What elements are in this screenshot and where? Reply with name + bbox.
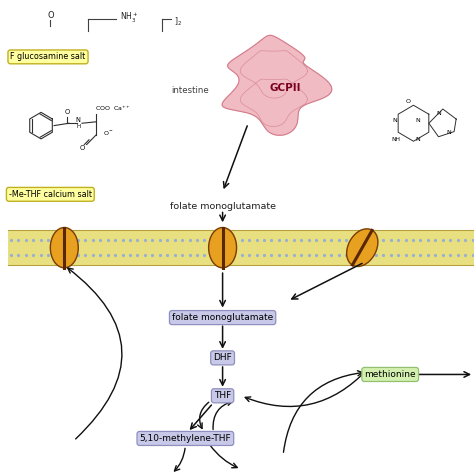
- Text: THF: THF: [214, 392, 231, 400]
- Text: intestine: intestine: [171, 86, 209, 94]
- Text: O: O: [405, 100, 410, 104]
- Text: H: H: [76, 124, 80, 129]
- Text: N: N: [392, 118, 397, 123]
- Text: $]_2$: $]_2$: [173, 15, 182, 27]
- Text: methionine: methionine: [365, 370, 416, 379]
- Polygon shape: [222, 36, 332, 135]
- Text: O: O: [64, 109, 70, 115]
- Text: N: N: [76, 117, 81, 123]
- Ellipse shape: [50, 228, 78, 268]
- Text: N: N: [437, 111, 441, 116]
- Ellipse shape: [209, 228, 237, 268]
- Text: O: O: [79, 146, 85, 151]
- Text: COO  Ca$^{++}$: COO Ca$^{++}$: [95, 105, 131, 113]
- Ellipse shape: [346, 229, 378, 266]
- Text: folate monoglutamate: folate monoglutamate: [170, 202, 275, 210]
- Text: NH$_3^+$: NH$_3^+$: [120, 11, 138, 25]
- Text: N: N: [416, 118, 420, 123]
- Text: GCPII: GCPII: [270, 82, 301, 93]
- Text: O$^-$: O$^-$: [103, 129, 114, 137]
- Text: folate monoglutamate: folate monoglutamate: [172, 313, 273, 322]
- Text: F glucosamine salt: F glucosamine salt: [10, 53, 86, 61]
- Text: N: N: [446, 130, 451, 135]
- FancyBboxPatch shape: [9, 230, 474, 265]
- Text: -Me-THF calcium salt: -Me-THF calcium salt: [9, 190, 92, 199]
- Text: DHF: DHF: [213, 354, 232, 362]
- Text: NH: NH: [391, 137, 400, 142]
- Text: N: N: [416, 137, 420, 142]
- Text: O: O: [47, 11, 54, 19]
- Text: 5,10-methylene-THF: 5,10-methylene-THF: [139, 434, 231, 443]
